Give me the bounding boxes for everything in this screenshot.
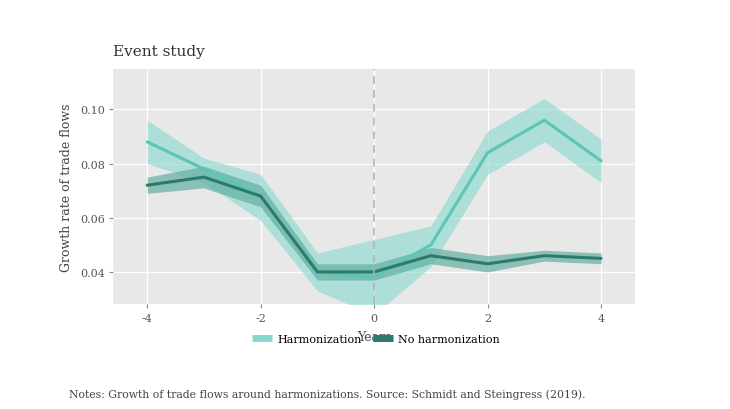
Legend: Harmonization, No harmonization: Harmonization, No harmonization bbox=[247, 329, 504, 348]
X-axis label: Years: Years bbox=[357, 330, 391, 343]
Text: Notes: Growth of trade flows around harmonizations. Source: Schmidt and Steingre: Notes: Growth of trade flows around harm… bbox=[69, 388, 586, 399]
Text: Event study: Event study bbox=[113, 45, 205, 59]
Y-axis label: Growth rate of trade flows: Growth rate of trade flows bbox=[60, 103, 73, 271]
